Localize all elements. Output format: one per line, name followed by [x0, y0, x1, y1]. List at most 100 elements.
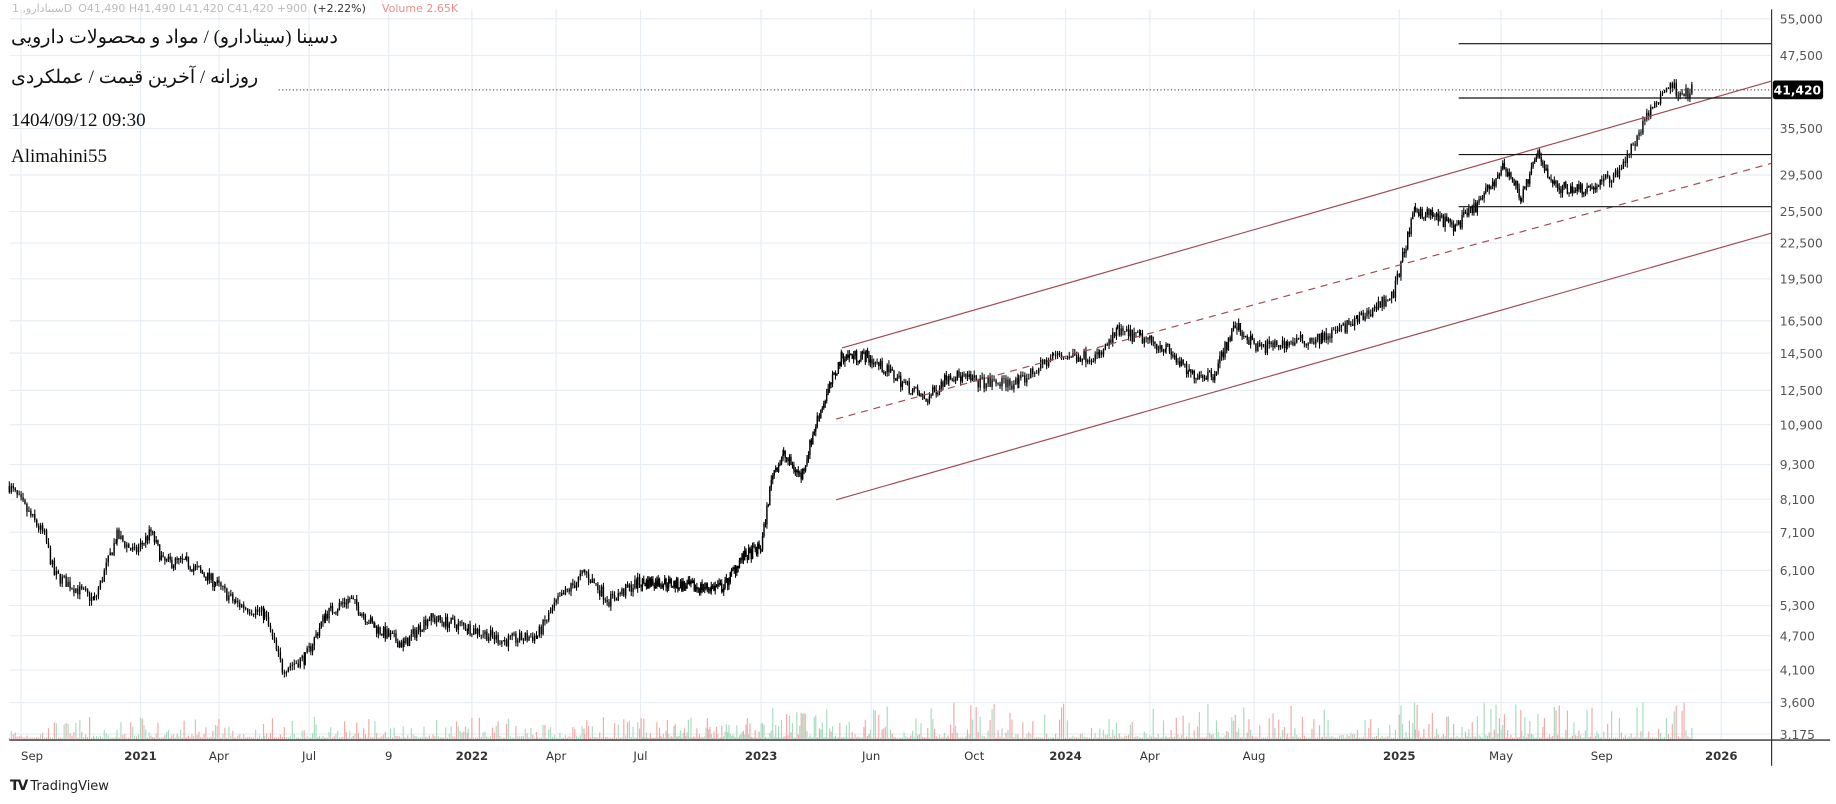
volume-bar	[1074, 737, 1076, 741]
volume-bar	[925, 737, 927, 741]
volume-bar	[232, 730, 234, 741]
candle-body	[623, 588, 625, 596]
volume-bar	[1400, 705, 1402, 741]
volume-bar	[1187, 737, 1189, 741]
candle-body	[1413, 207, 1416, 213]
candle-body	[871, 359, 873, 365]
candle-body	[397, 641, 399, 648]
volume-bar	[1452, 723, 1455, 741]
candle-body	[780, 459, 783, 464]
candle-body	[14, 488, 16, 491]
volume-bar	[886, 706, 888, 741]
candle-body	[948, 375, 950, 381]
volume-bar	[148, 732, 150, 741]
volume-bar	[237, 735, 239, 741]
candle-body	[167, 556, 170, 560]
volume-bar	[335, 733, 337, 741]
volume-bar	[749, 723, 751, 741]
volume-bar	[324, 737, 327, 741]
volume-bar	[621, 737, 623, 741]
candle-body	[883, 371, 885, 374]
candle-body	[813, 431, 816, 436]
volume-bar	[434, 736, 436, 741]
candle-body	[379, 627, 381, 634]
volume-bar	[1469, 737, 1472, 741]
axes[interactable]: 55,00047,50035,50029,50025,50022,50019,5…	[9, 9, 1831, 766]
candle-body	[1227, 337, 1230, 351]
volume-bar	[1122, 737, 1124, 741]
volume-bar	[205, 727, 207, 741]
candle-body	[546, 620, 548, 622]
volume-bar	[724, 731, 726, 741]
candle-body	[18, 494, 20, 496]
volume-bar	[1483, 703, 1485, 741]
candle-body	[1352, 323, 1354, 326]
candle-body	[503, 640, 506, 642]
volume-bar	[732, 733, 734, 741]
drawings[interactable]	[278, 43, 1772, 501]
tradingview-brand[interactable]: TV TradingView	[10, 778, 109, 794]
volume-bar	[1418, 730, 1420, 741]
candle-body	[67, 581, 69, 587]
x-tick-label: 2025	[1383, 749, 1416, 763]
candle-body	[681, 581, 683, 591]
volume-bar	[79, 720, 81, 741]
volume-bar	[1011, 719, 1013, 741]
candle-body	[1543, 165, 1546, 171]
volume-bar	[95, 736, 98, 741]
candle-body	[657, 578, 659, 587]
candle-body	[203, 573, 205, 577]
candle-body	[1159, 345, 1161, 350]
volume-bar	[1520, 730, 1523, 741]
volume-bar	[218, 719, 220, 741]
candle-body	[1005, 378, 1007, 388]
candle-body	[1127, 329, 1130, 337]
candle-body	[1555, 180, 1557, 184]
volume-bar	[287, 737, 289, 741]
candle-body	[1461, 214, 1463, 228]
volume-bar	[1402, 723, 1404, 741]
volume-bar	[1634, 736, 1636, 741]
volume-bar	[802, 714, 804, 741]
volume-bar	[1665, 718, 1668, 741]
candle-body	[538, 626, 541, 636]
candle-body	[1246, 335, 1248, 340]
candle-body	[1618, 168, 1621, 178]
volume-bar	[1164, 737, 1166, 741]
volume-bar	[1305, 737, 1307, 741]
candle-body	[1137, 331, 1139, 333]
volume-bar	[501, 737, 503, 741]
candle-body	[1394, 280, 1397, 298]
candle-body	[540, 626, 542, 635]
candle-body	[954, 379, 957, 381]
volume-bar	[111, 737, 113, 741]
candle-body	[1683, 93, 1685, 96]
volume-bar	[275, 737, 278, 741]
volume-bar	[770, 730, 772, 741]
candle-body	[677, 578, 679, 590]
volume-bar	[1167, 737, 1169, 741]
volume-bar	[132, 726, 134, 741]
volume-bar	[1177, 734, 1179, 741]
candle-body	[570, 583, 572, 592]
volume-bar	[1231, 717, 1233, 741]
candle-body	[927, 401, 929, 403]
volume-bar	[1096, 737, 1098, 741]
candle-body	[515, 633, 517, 643]
candle-body	[709, 588, 711, 592]
candle-body	[1255, 343, 1257, 352]
candle-body	[369, 617, 372, 624]
volume-bar	[940, 737, 942, 741]
candle-body	[696, 587, 698, 589]
volume-bar	[1520, 710, 1522, 741]
candle-body	[533, 635, 536, 641]
candle-body	[263, 611, 266, 619]
volume-bar	[989, 719, 991, 741]
volume-bar	[721, 725, 723, 741]
candle-body	[1143, 338, 1145, 344]
volume-bar	[432, 734, 434, 741]
candle-body	[1301, 334, 1304, 342]
candle-body	[945, 374, 948, 381]
volume-bar	[65, 723, 67, 741]
